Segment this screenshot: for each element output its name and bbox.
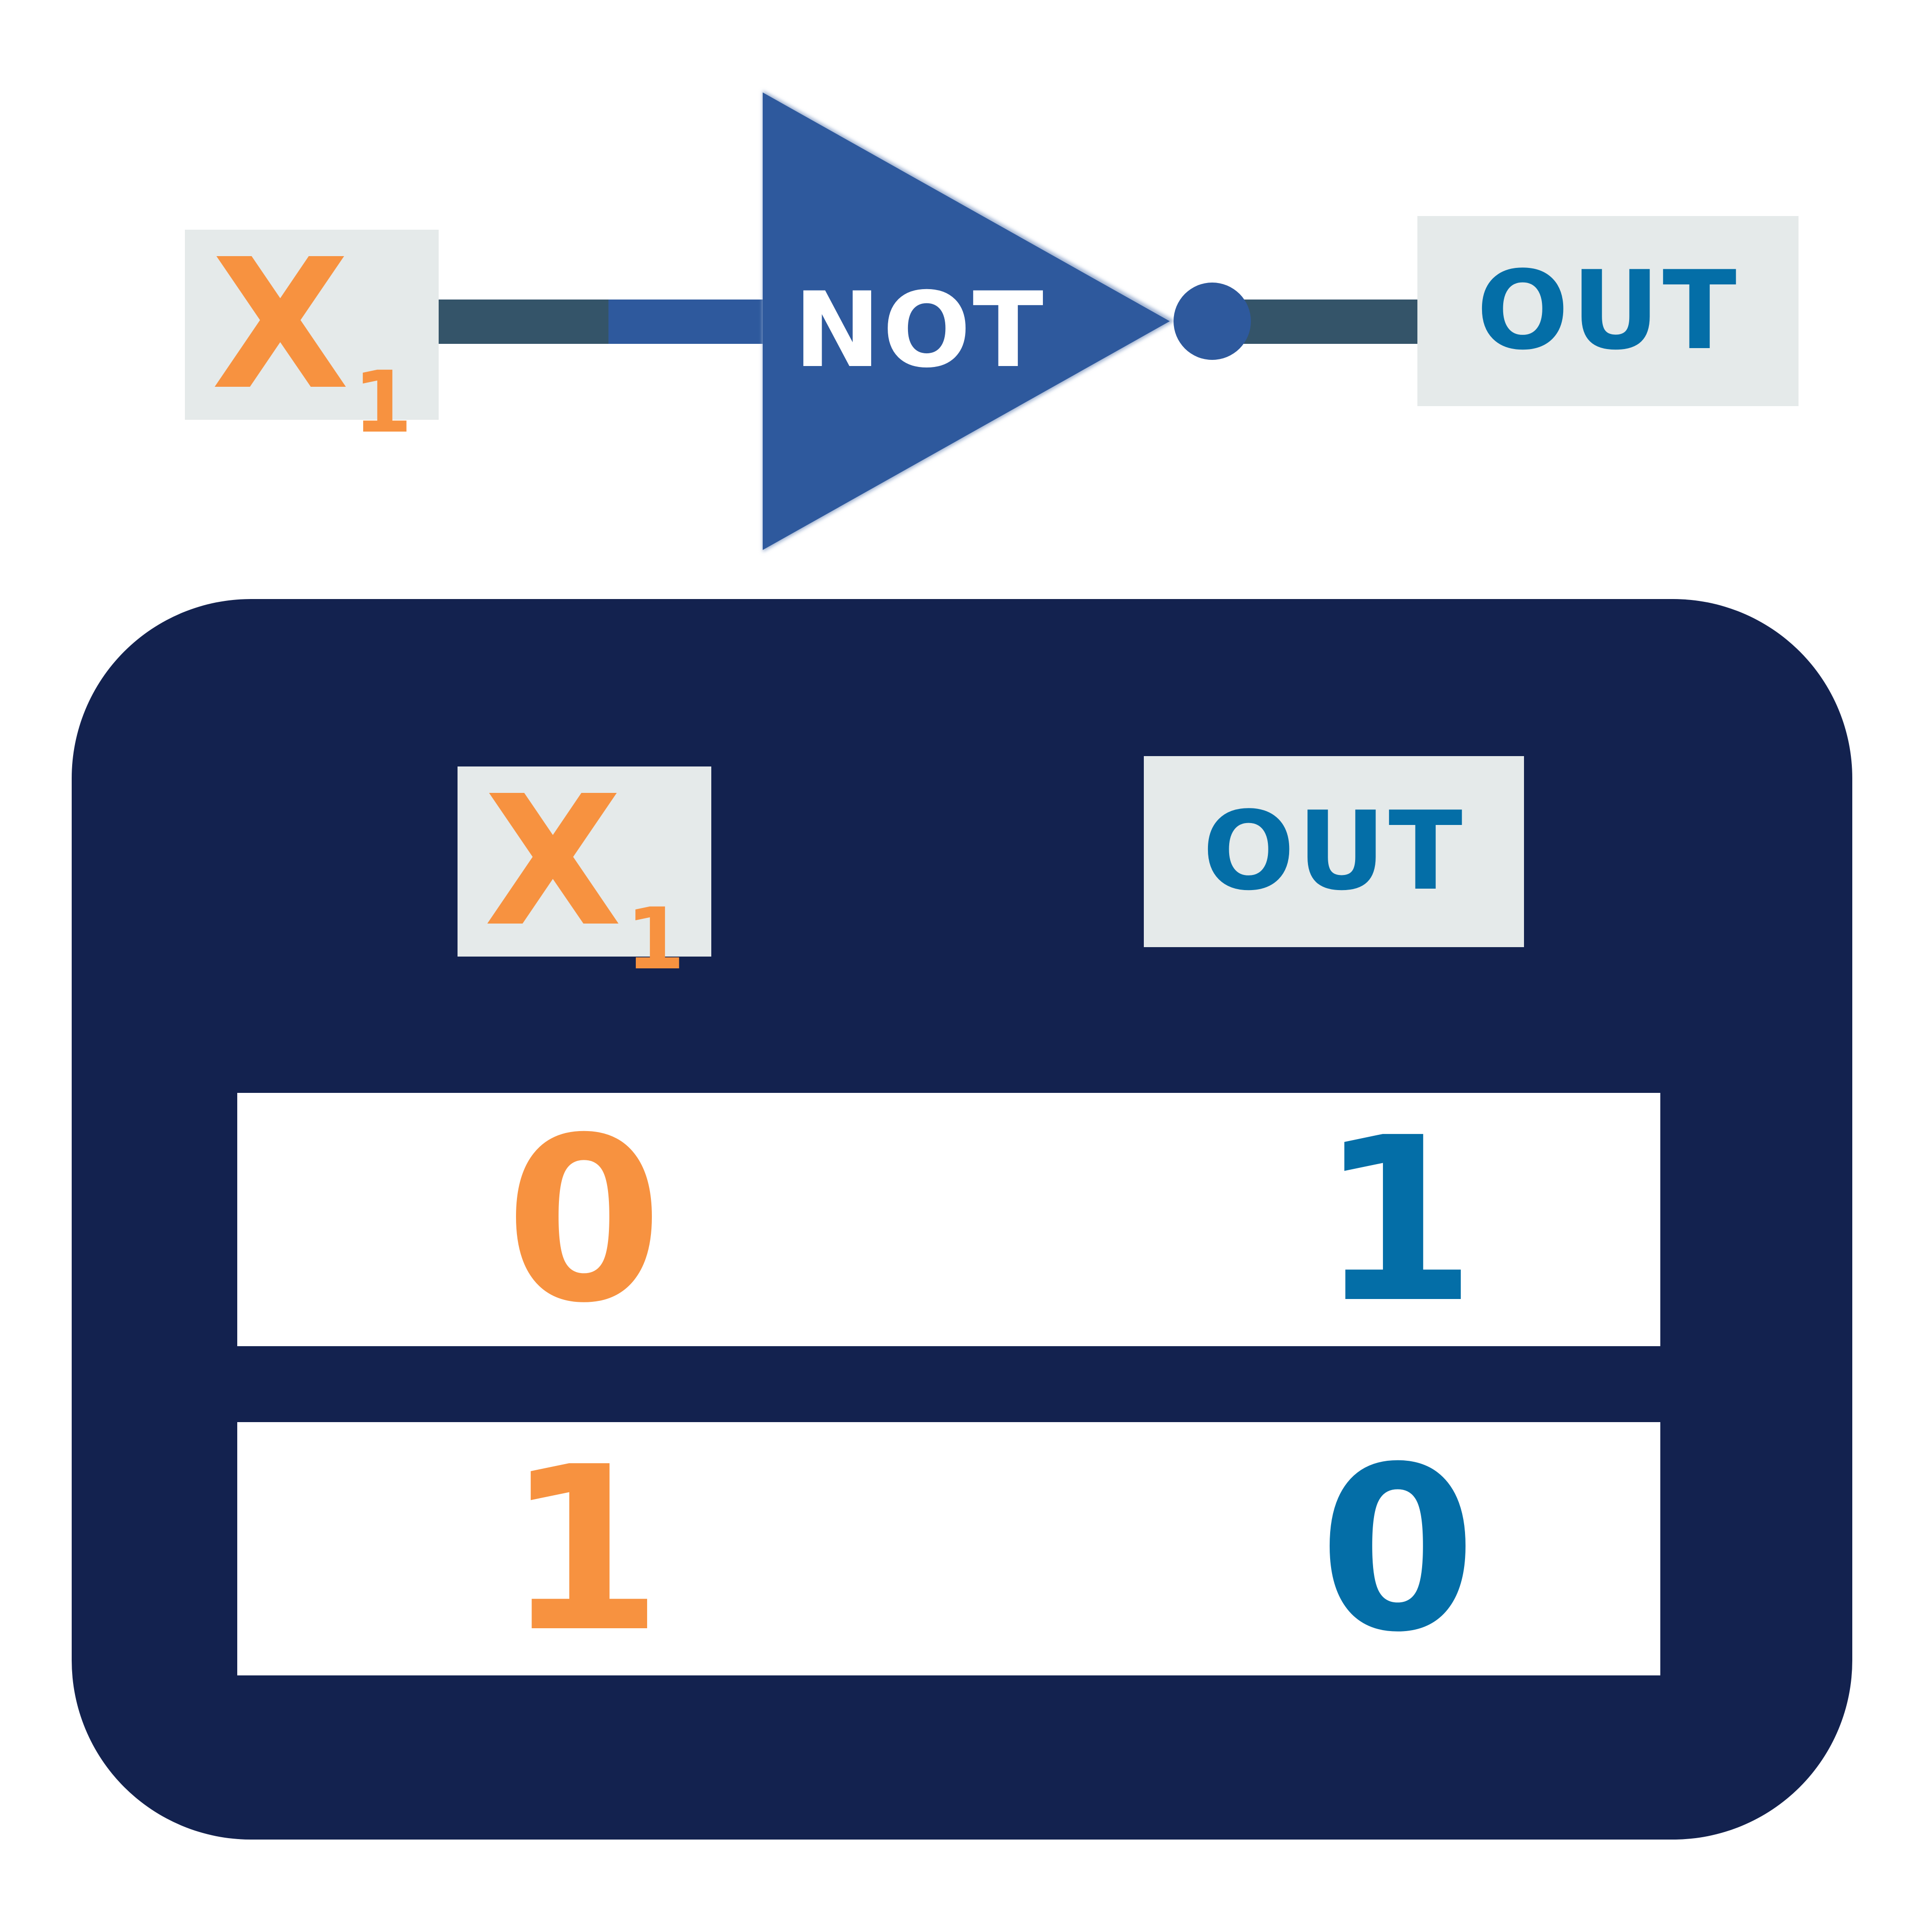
table-row: 0 1 bbox=[237, 1093, 1660, 1346]
header-input: X1 bbox=[483, 757, 685, 982]
header-output: OUT bbox=[1202, 788, 1466, 915]
input-wire-dark bbox=[439, 300, 610, 344]
table-row: 1 0 bbox=[237, 1422, 1660, 1675]
input-variable-name: X bbox=[211, 220, 350, 429]
row-2-input-value: 1 bbox=[505, 1418, 663, 1682]
header-input-name: X bbox=[483, 757, 622, 966]
not-gate-shape bbox=[763, 91, 1251, 552]
header-input-box: X1 bbox=[458, 757, 711, 982]
row-1-output-value: 1 bbox=[1319, 1089, 1476, 1353]
input-variable: X1 bbox=[211, 220, 412, 445]
row-2-output-value: 0 bbox=[1319, 1418, 1476, 1682]
output-label: OUT bbox=[1476, 248, 1740, 374]
header-output-box: OUT bbox=[1144, 756, 1524, 947]
row-1-input-value: 0 bbox=[505, 1089, 663, 1353]
input-wire-blue bbox=[608, 300, 764, 344]
gate-label: NOT bbox=[794, 270, 1046, 391]
header-input-subscript: 1 bbox=[625, 890, 685, 989]
gate-triangle bbox=[763, 92, 1170, 550]
input-variable-subscript: 1 bbox=[353, 353, 413, 452]
output-wire bbox=[1236, 300, 1420, 344]
inversion-bubble bbox=[1174, 283, 1251, 360]
output-label-box: OUT bbox=[1417, 216, 1799, 406]
input-label-box: X1 bbox=[185, 220, 439, 445]
truth-table: X1 OUT 0 1 1 0 bbox=[72, 599, 1852, 1840]
